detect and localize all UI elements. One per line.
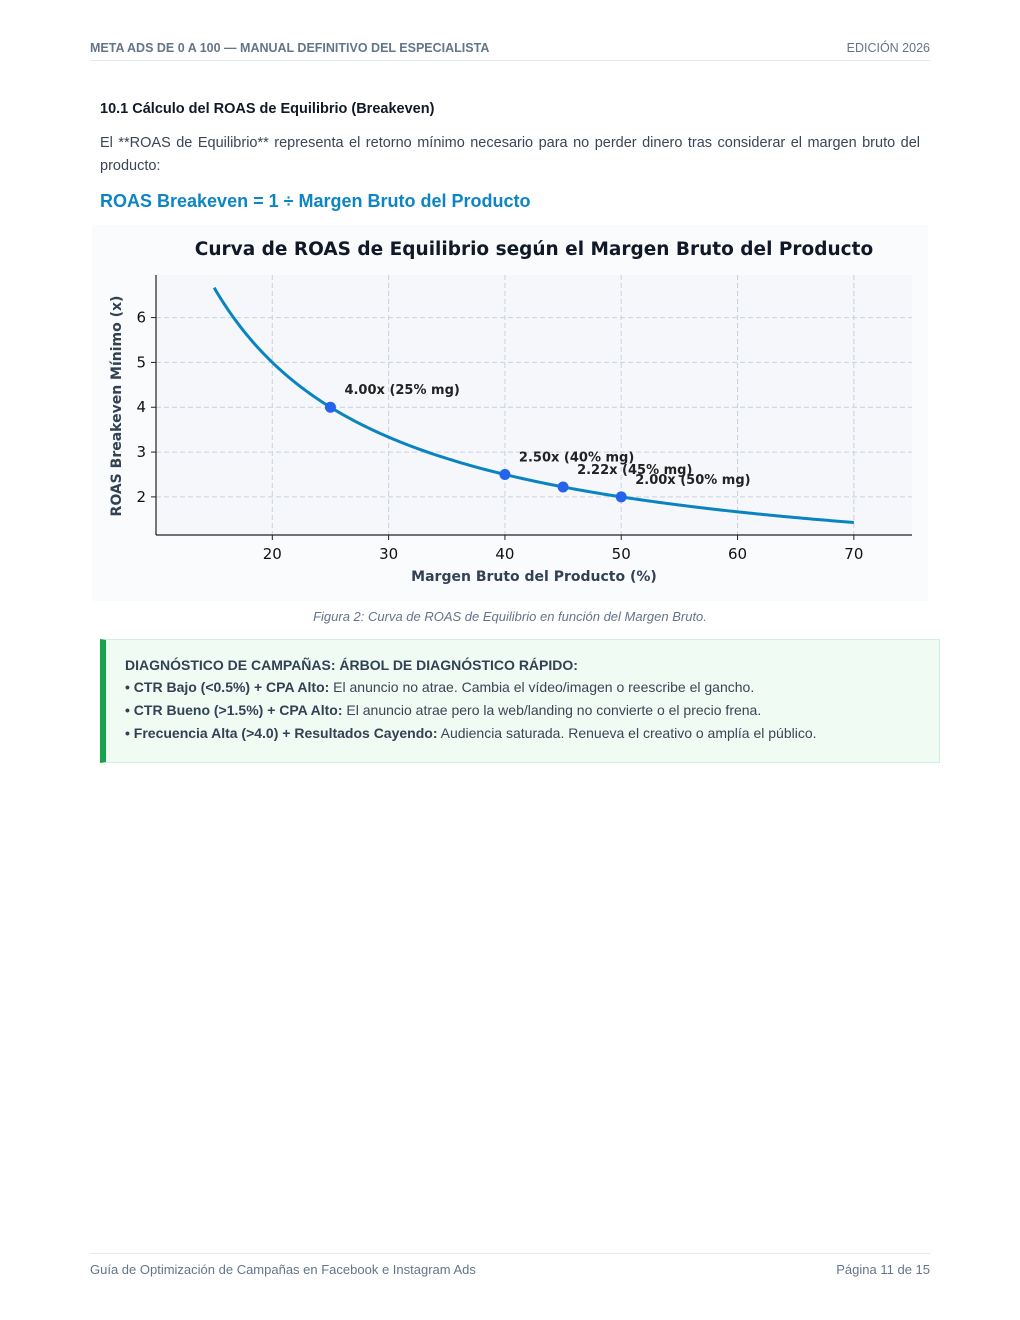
data-point [615,491,627,503]
callout-item-text: El anuncio no atrae. Cambia el vídeo/ima… [329,679,755,695]
callout-item: • Frecuencia Alta (>4.0) + Resultados Ca… [125,724,939,742]
data-point-label: 2.22x (45% mg) [577,463,692,478]
callout-item-text: Audiencia saturada. Renueva el creativo … [437,725,817,741]
y-axis-label: ROAS Breakeven Mínimo (x) [109,296,125,517]
figure-caption: Figura 2: Curva de ROAS de Equilibrio en… [313,609,707,624]
header-manual-title: META ADS DE 0 A 100 — MANUAL DEFINITIVO … [90,41,490,55]
callout-item: • CTR Bajo (<0.5%) + CPA Alto: El anunci… [125,678,939,696]
data-point [499,468,511,480]
x-tick-label: 30 [379,545,398,563]
callout-title: DIAGNÓSTICO DE CAMPAÑAS: ÁRBOL DE DIAGNÓ… [125,657,578,673]
data-point-label: 2.00x (50% mg) [635,473,750,488]
callout-item-label: • CTR Bajo (<0.5%) + CPA Alto: [125,679,330,695]
formula-text: ROAS Breakeven = 1 ÷ Margen Bruto del Pr… [100,191,531,211]
chart-title: Curva de ROAS de Equilibrio según el Mar… [195,239,873,260]
plot-area [156,275,912,535]
y-tick-label: 5 [136,353,146,371]
page-number: Página 11 de 15 [836,1262,930,1277]
x-axis-label: Margen Bruto del Producto (%) [411,569,657,585]
y-tick-label: 3 [136,443,146,461]
data-point [324,401,336,413]
callout-item-label: • CTR Bueno (>1.5%) + CPA Alto: [125,702,343,718]
page-header: META ADS DE 0 A 100 — MANUAL DEFINITIVO … [90,40,930,61]
y-tick-label: 6 [136,309,146,327]
breakeven-curve [212,286,854,525]
section-paragraph: El **ROAS de Equilibrio** representa el … [100,135,920,174]
x-tick-label: 20 [263,545,282,563]
x-tick-label: 70 [844,545,863,563]
x-tick-label: 60 [728,545,747,563]
section-title: 10.1 Cálculo del ROAS de Equilibrio (Bre… [100,101,435,117]
x-tick-label: 50 [612,545,631,563]
roas-chart: Curva de ROAS de Equilibrio según el Mar… [92,225,928,601]
footer-guide-title: Guía de Optimización de Campañas en Face… [90,1262,476,1277]
header-edition: EDICIÓN 2026 [846,41,930,55]
chart-figure: Curva de ROAS de Equilibrio según el Mar… [92,225,928,601]
callout-item-label: • Frecuencia Alta (>4.0) + Resultados Ca… [125,725,438,741]
page-footer: Guía de Optimización de Campañas en Face… [90,1253,930,1277]
data-point-label: 2.50x (40% mg) [519,450,634,465]
y-tick-label: 4 [136,398,146,416]
x-tick-label: 40 [495,545,514,563]
data-point [557,481,569,493]
diagnostic-callout: DIAGNÓSTICO DE CAMPAÑAS: ÁRBOL DE DIAGNÓ… [100,639,940,763]
y-tick-label: 2 [136,488,146,506]
data-point-label: 4.00x (25% mg) [344,383,459,398]
callout-item: • CTR Bueno (>1.5%) + CPA Alto: El anunc… [125,701,939,719]
callout-item-text: El anuncio atrae pero la web/landing no … [342,702,762,718]
